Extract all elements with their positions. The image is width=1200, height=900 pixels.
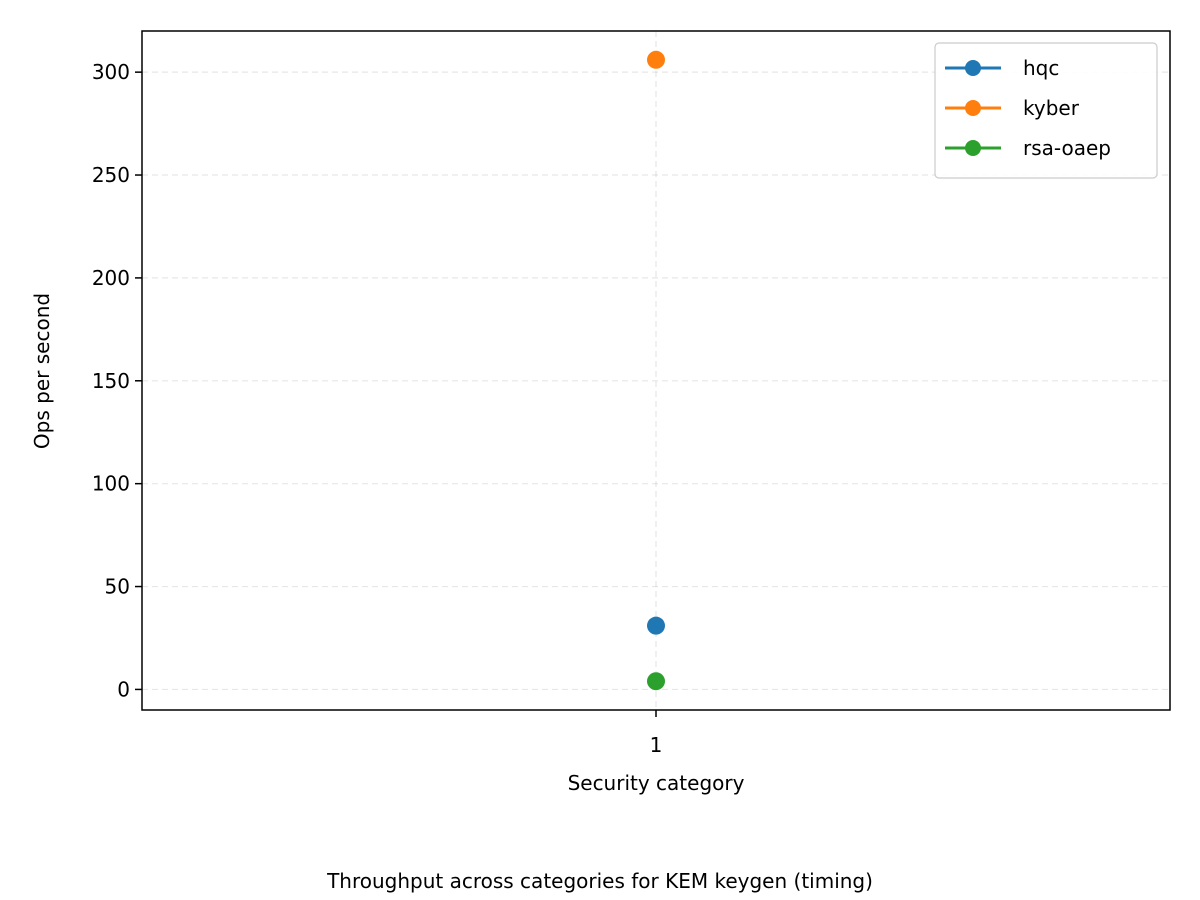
data-point-kyber (647, 50, 665, 69)
series-layer (647, 50, 665, 691)
series-hqc (647, 616, 665, 635)
y-tick-label: 150 (92, 369, 130, 393)
legend-entry-rsa-oaep: rsa-oaep (945, 136, 1111, 160)
y-tick-label: 100 (92, 472, 130, 496)
ticks: 0 50 100 150 200 250 300 1 (92, 60, 663, 757)
y-axis-label: Ops per second (30, 293, 54, 449)
legend-label: rsa-oaep (1023, 136, 1111, 160)
legend-label: hqc (1023, 56, 1059, 80)
legend-marker (965, 100, 981, 116)
data-point-rsa-oaep (647, 672, 665, 691)
chart-caption: Throughput across categories for KEM key… (326, 869, 873, 893)
grid (142, 31, 1170, 710)
y-tick-label: 300 (92, 60, 130, 84)
x-axis-label: Security category (568, 771, 745, 795)
legend-label: kyber (1023, 96, 1080, 120)
series-kyber (647, 50, 665, 69)
legend-box (934, 42, 1158, 179)
y-tick-label: 50 (105, 575, 130, 599)
x-tick-label: 1 (650, 733, 663, 757)
series-rsa-oaep (647, 672, 665, 691)
y-tick-label: 0 (117, 677, 130, 701)
y-tick-label: 250 (92, 163, 130, 187)
legend-entry-hqc: hqc (945, 56, 1059, 80)
legend-marker (965, 140, 981, 156)
legend-entry-kyber: kyber (945, 96, 1080, 120)
y-tick-label: 200 (92, 266, 130, 290)
legend-marker (965, 60, 981, 76)
data-point-hqc (647, 616, 665, 635)
legend: hqc kyber rsa-oaep (934, 42, 1158, 179)
